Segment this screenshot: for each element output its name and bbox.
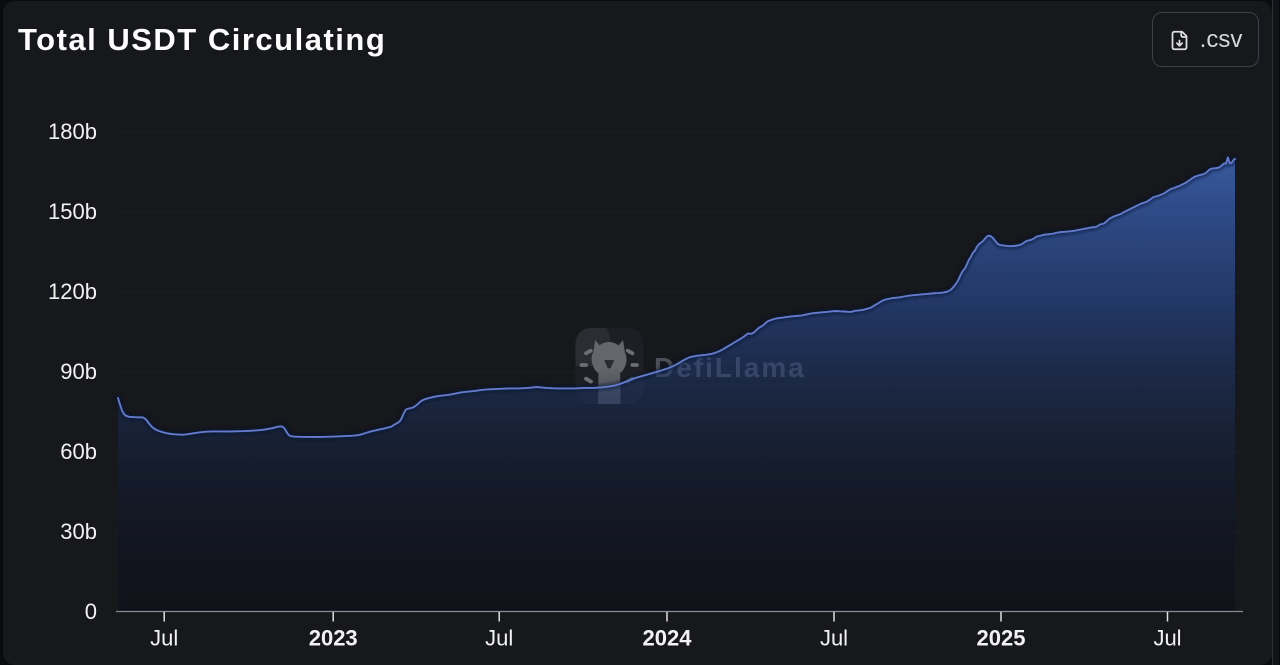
- svg-text:2023: 2023: [309, 626, 358, 651]
- svg-text:Jul: Jul: [150, 626, 178, 651]
- svg-text:2024: 2024: [643, 626, 693, 651]
- svg-text:150b: 150b: [48, 199, 97, 224]
- svg-text:90b: 90b: [60, 359, 97, 384]
- svg-text:120b: 120b: [48, 279, 97, 304]
- svg-text:30b: 30b: [60, 519, 97, 544]
- svg-text:Jul: Jul: [820, 626, 848, 651]
- svg-text:Jul: Jul: [1153, 626, 1181, 651]
- svg-text:0: 0: [85, 599, 97, 624]
- svg-text:2025: 2025: [977, 626, 1026, 651]
- svg-text:180b: 180b: [48, 119, 97, 144]
- svg-text:Jul: Jul: [485, 626, 513, 651]
- svg-text:60b: 60b: [60, 439, 97, 464]
